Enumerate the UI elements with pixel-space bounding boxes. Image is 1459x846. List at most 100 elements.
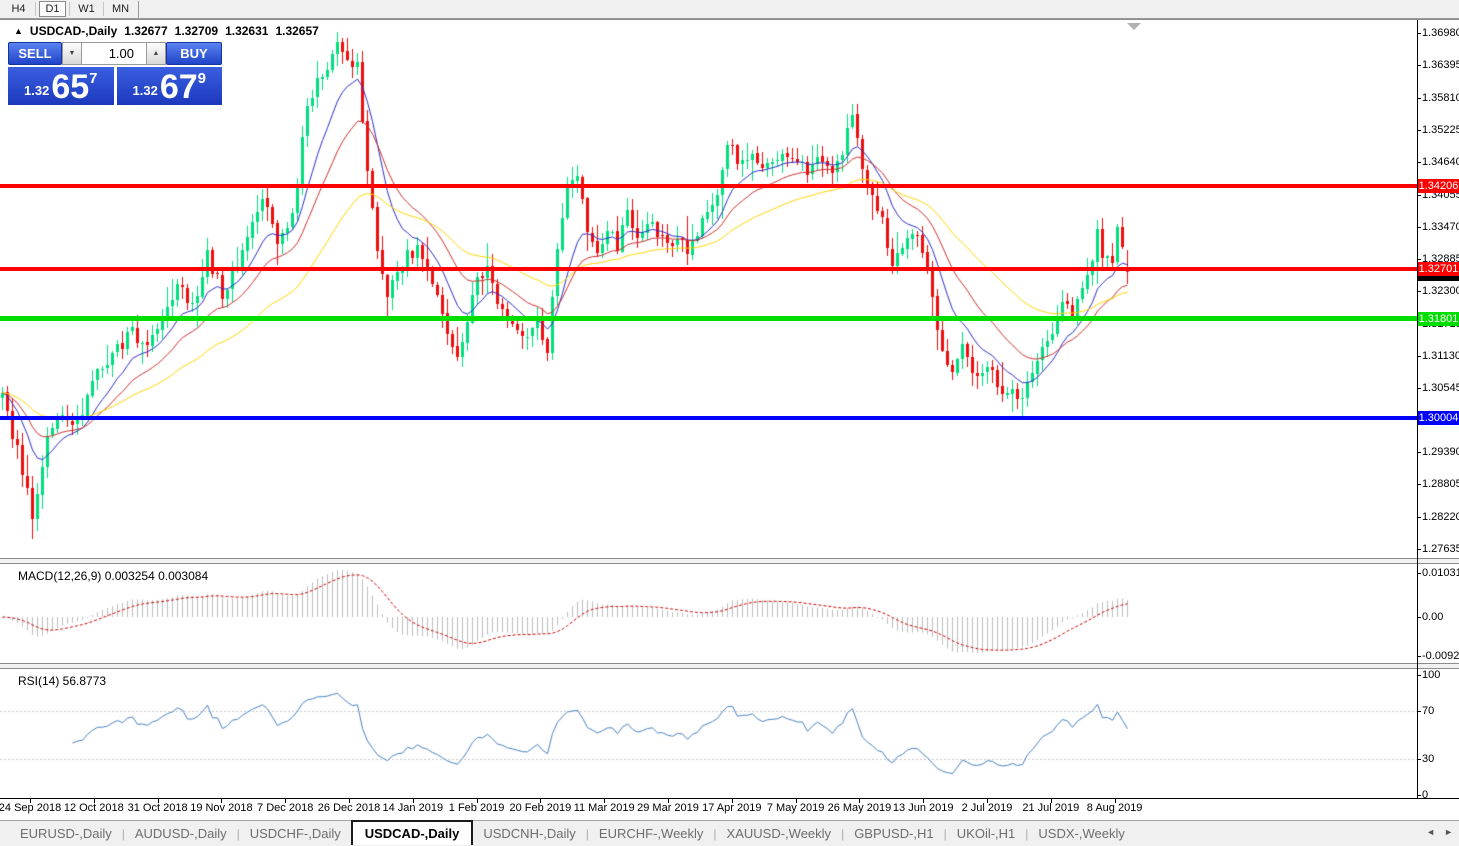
level-price-tag: 1.32701 — [1418, 262, 1459, 276]
buy-button[interactable]: BUY — [166, 42, 222, 65]
price-axis-tick — [1417, 484, 1421, 485]
horizontal-level-line[interactable] — [0, 416, 1417, 420]
sell-button[interactable]: SELL — [8, 42, 62, 65]
date-axis-tick — [349, 799, 350, 803]
rsi-indicator-canvas[interactable] — [0, 670, 1417, 798]
price-axis-label: 1.35810 — [1422, 91, 1459, 104]
ohlc-close: 1.32657 — [275, 24, 319, 38]
date-axis-label: 19 Nov 2018 — [190, 802, 253, 814]
price-axis-border — [1417, 20, 1418, 799]
date-axis-tick — [158, 799, 159, 803]
price-axis-label: 1.30545 — [1422, 382, 1459, 395]
date-axis-tick — [796, 799, 797, 803]
horizontal-level-line[interactable] — [0, 267, 1417, 271]
date-axis-tick — [540, 799, 541, 803]
date-axis-tick — [1051, 799, 1052, 803]
price-axis-tick — [1417, 549, 1421, 550]
rsi-label: RSI(14) 56.8773 — [18, 674, 107, 688]
date-axis-label: 11 Mar 2019 — [573, 802, 635, 814]
chart-tab-bar: EURUSD-,Daily | AUDUSD-,Daily | USDCHF-,Dail… — [0, 819, 1459, 846]
date-axis-label: 14 Jan 2019 — [382, 802, 444, 814]
chart-macd-splitter[interactable] — [0, 559, 1459, 563]
timeframe-button-w1[interactable]: W1 — [78, 3, 95, 15]
price-chart-canvas[interactable] — [0, 20, 1417, 558]
rsi-axis-label: 100 — [1422, 669, 1441, 681]
tab-separator: | — [236, 826, 240, 841]
price-axis-tick — [1417, 517, 1421, 518]
volume-decrease-icon[interactable]: ▼ — [62, 42, 82, 65]
date-axis-label: 29 Mar 2019 — [637, 802, 699, 814]
level-price-tag: 1.34206 — [1418, 179, 1459, 193]
price-axis-tick — [1417, 65, 1421, 66]
toolbar-separator — [35, 2, 36, 16]
chart-tab-ukoil-h1[interactable]: UKOil-,H1 — [956, 826, 1016, 841]
chart-tab-usdchf-daily[interactable]: USDCHF-,Daily — [249, 826, 341, 841]
chart-tab-audusd-daily[interactable]: AUDUSD-,Daily — [134, 826, 227, 841]
price-axis-label: 1.36395 — [1422, 59, 1459, 72]
macd-rsi-splitter[interactable] — [0, 664, 1459, 668]
tab-separator: | — [943, 826, 947, 841]
chart-tab-usdcad-daily[interactable]: USDCAD-,Daily — [350, 819, 474, 845]
macd-axis-label: 0.00 — [1422, 611, 1444, 623]
rsi-axis-tick — [1417, 675, 1421, 676]
rsi-axis-label: 30 — [1422, 753, 1435, 765]
chart-tab-usdcnh-daily[interactable]: USDCNH-,Daily — [483, 826, 576, 841]
buy-price-big: 67 — [159, 68, 198, 106]
horizontal-level-line[interactable] — [0, 316, 1417, 321]
macd-indicator-canvas[interactable] — [0, 565, 1417, 663]
macd-axis-label: 0.010311 — [1422, 567, 1459, 579]
chart-tab-gbpusd-h1[interactable]: GBPUSD-,H1 — [854, 826, 934, 841]
chart-tab-xauusd-weekly[interactable]: XAUUSD-,Weekly — [726, 826, 832, 841]
date-axis-tick — [604, 799, 605, 803]
date-axis-tick — [732, 799, 733, 803]
date-axis-tick — [923, 799, 924, 803]
buy-price-display[interactable]: 1.32 67 9 — [116, 67, 222, 106]
chart-shift-marker-icon[interactable] — [1127, 23, 1141, 30]
price-axis-tick — [1417, 291, 1421, 292]
plot-bottom-border — [0, 798, 1459, 799]
date-axis-label: 26 Dec 2018 — [317, 802, 381, 814]
price-axis-tick — [1417, 130, 1421, 131]
splitter-line — [0, 563, 1459, 564]
horizontal-level-line[interactable] — [0, 184, 1417, 188]
chart-title: ▲ USDCAD-,Daily 1.32677 1.32709 1.32631 … — [14, 24, 319, 38]
level-price-tag: 1.30004 — [1418, 411, 1459, 425]
price-axis-label: 1.36980 — [1422, 27, 1459, 39]
chart-tab-eurchf-weekly[interactable]: EURCHF-,Weekly — [598, 826, 704, 841]
volume-input[interactable] — [82, 42, 146, 65]
volume-increase-icon[interactable]: ▲ — [146, 42, 166, 65]
chart-tab-eurusd-daily[interactable]: EURUSD-,Daily — [20, 826, 112, 841]
timeframe-button-d1[interactable]: D1 — [39, 1, 66, 17]
sell-price-display[interactable]: 1.32 65 7 — [8, 67, 114, 105]
date-axis-tick — [285, 799, 286, 803]
date-axis-tick — [221, 799, 222, 803]
timeframe-button-mn[interactable]: MN — [111, 3, 130, 15]
date-axis-tick — [94, 799, 95, 803]
price-axis-label: 1.34640 — [1422, 156, 1459, 169]
date-axis-tick — [987, 799, 988, 803]
price-axis-label: 1.27635 — [1422, 543, 1459, 555]
tab-separator: | — [585, 826, 589, 841]
price-axis-label: 1.28805 — [1422, 478, 1459, 491]
tab-scroll-right-icon[interactable]: ► — [1444, 827, 1453, 837]
date-axis-label: 20 Feb 2019 — [509, 802, 572, 814]
price-axis-label: 1.29390 — [1422, 446, 1459, 459]
toolbar-separator — [69, 2, 70, 16]
rsi-axis-tick — [1417, 759, 1421, 760]
collapse-panel-icon[interactable]: ▲ — [14, 26, 23, 36]
ohlc-open: 1.32677 — [124, 24, 168, 38]
price-axis-tick — [1417, 195, 1421, 196]
price-axis-tick — [1417, 356, 1421, 357]
date-axis-label: 7 May 2019 — [766, 802, 825, 814]
chart-tab-usdx-weekly[interactable]: USDX-,Weekly — [1038, 826, 1125, 841]
tab-scroll-left-icon[interactable]: ◄ — [1426, 827, 1436, 837]
rsi-axis-tick — [1417, 711, 1421, 712]
price-axis-tick — [1417, 227, 1421, 228]
macd-label: MACD(12,26,9) 0.003254 0.003084 — [18, 569, 209, 583]
level-price-tag: 1.31801 — [1418, 312, 1459, 326]
macd-axis-label: -0.00920 — [1422, 650, 1459, 662]
price-axis-label: 1.35225 — [1422, 123, 1459, 136]
symbol-period-label: USDCAD-,Daily — [29, 24, 118, 38]
timeframe-button-h4[interactable]: H4 — [11, 3, 26, 15]
